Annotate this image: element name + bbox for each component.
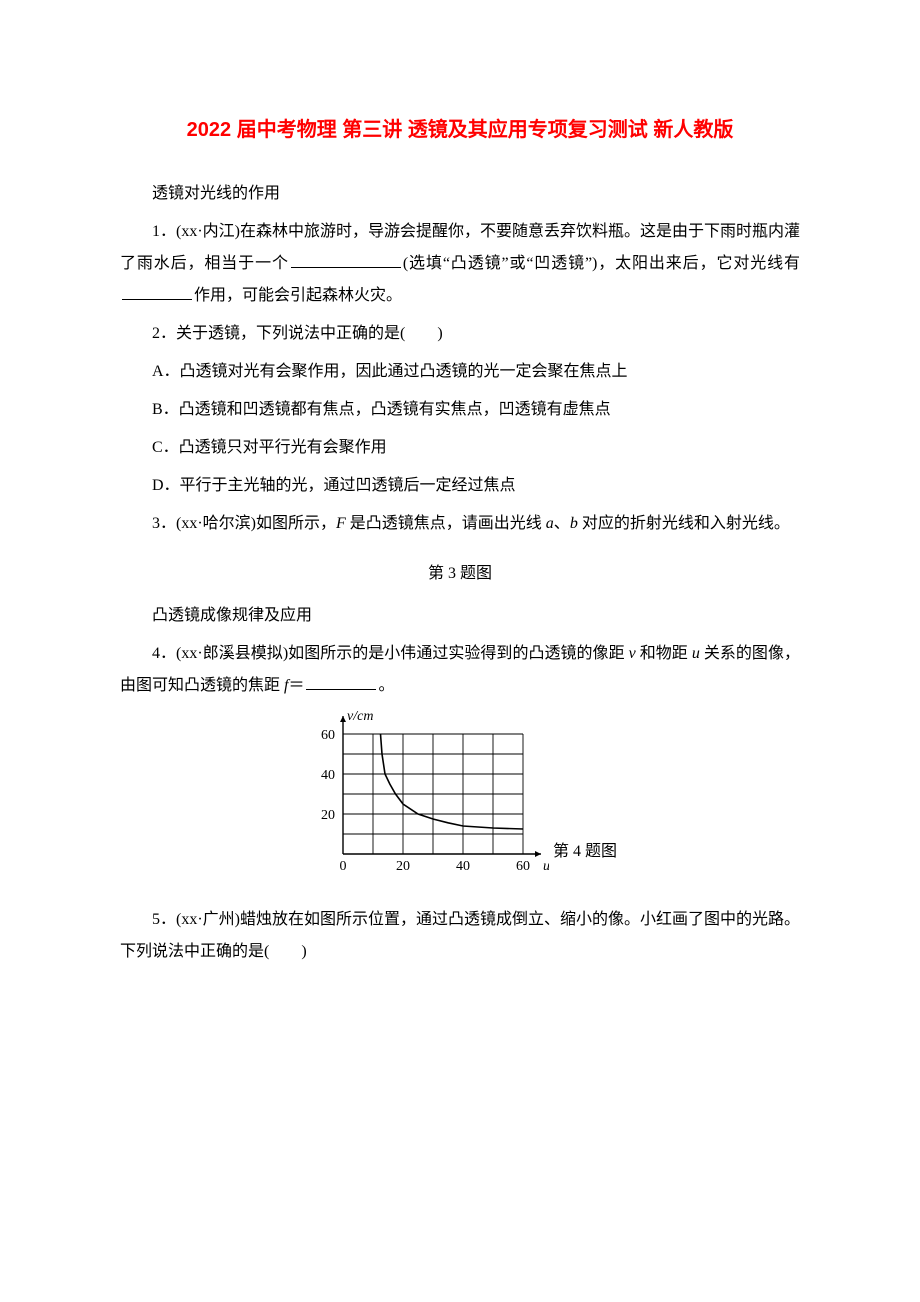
chart-svg: 0 20 40 60 20 40 60 v/cm u/cm: [303, 708, 549, 874]
question-2-option-b: B．凸透镜和凹透镜都有焦点，凸透镜有实焦点，凹透镜有虚焦点: [120, 394, 800, 426]
var-F: F: [336, 515, 346, 532]
section-label-1: 透镜对光线的作用: [120, 178, 800, 210]
svg-text:40: 40: [456, 859, 470, 874]
svg-text:0: 0: [339, 859, 346, 874]
chart-figure-4: 0 20 40 60 20 40 60 v/cm u/cm 第 4 题图: [120, 708, 800, 874]
q3-text-a: 3．(xx·哈尔滨)如图所示，: [152, 515, 336, 532]
question-5: 5．(xx·广州)蜡烛放在如图所示位置，通过凸透镜成倒立、缩小的像。小红画了图中…: [120, 904, 800, 968]
q4-text-a: 4．(xx·郎溪县模拟)如图所示的是小伟通过实验得到的凸透镜的像距: [152, 645, 629, 662]
q3-text-d: 对应的折射光线和入射光线。: [578, 515, 790, 532]
q4-text-b: 和物距: [636, 645, 692, 662]
blank-fill: [291, 251, 401, 268]
svg-text:60: 60: [321, 728, 335, 743]
question-4: 4．(xx·郎溪县模拟)如图所示的是小伟通过实验得到的凸透镜的像距 v 和物距 …: [120, 638, 800, 702]
q3-text-c: 、: [554, 515, 570, 532]
q1-text-b: (选填“凸透镜”或“凹透镜”)，太阳出来后，它对光线有: [403, 255, 800, 272]
svg-text:40: 40: [321, 768, 335, 783]
document-page: 2022 届中考物理 第三讲 透镜及其应用专项复习测试 新人教版 透镜对光线的作…: [0, 0, 920, 1302]
figure-caption-4: 第 4 题图: [553, 836, 617, 874]
question-1: 1．(xx·内江)在森林中旅游时，导游会提醒你，不要随意丢弃饮料瓶。这是由于下雨…: [120, 216, 800, 312]
svg-text:20: 20: [396, 859, 410, 874]
svg-text:20: 20: [321, 808, 335, 823]
svg-text:v/cm: v/cm: [347, 709, 373, 724]
question-2-stem: 2．关于透镜，下列说法中正确的是( ): [120, 318, 800, 350]
blank-fill: [306, 673, 376, 690]
doc-title: 2022 届中考物理 第三讲 透镜及其应用专项复习测试 新人教版: [120, 110, 800, 150]
var-a: a: [546, 515, 554, 532]
q4-text-e: 。: [378, 677, 394, 694]
section-label-2: 凸透镜成像规律及应用: [120, 600, 800, 632]
question-2-option-a: A．凸透镜对光有会聚作用，因此通过凸透镜的光一定会聚在焦点上: [120, 356, 800, 388]
q3-text-b: 是凸透镜焦点，请画出光线: [346, 515, 546, 532]
svg-text:u/cm: u/cm: [543, 859, 549, 874]
var-v: v: [629, 645, 636, 662]
q1-text-c: 作用，可能会引起森林火灾。: [194, 287, 402, 304]
svg-text:60: 60: [516, 859, 530, 874]
question-3: 3．(xx·哈尔滨)如图所示，F 是凸透镜焦点，请画出光线 a、b 对应的折射光…: [120, 508, 800, 540]
var-u: u: [692, 645, 700, 662]
question-2-option-c: C．凸透镜只对平行光有会聚作用: [120, 432, 800, 464]
q4-text-d: ＝: [288, 677, 304, 694]
var-b: b: [570, 515, 578, 532]
question-2-option-d: D．平行于主光轴的光，通过凹透镜后一定经过焦点: [120, 470, 800, 502]
blank-fill: [122, 283, 192, 300]
figure-caption-3: 第 3 题图: [120, 558, 800, 590]
